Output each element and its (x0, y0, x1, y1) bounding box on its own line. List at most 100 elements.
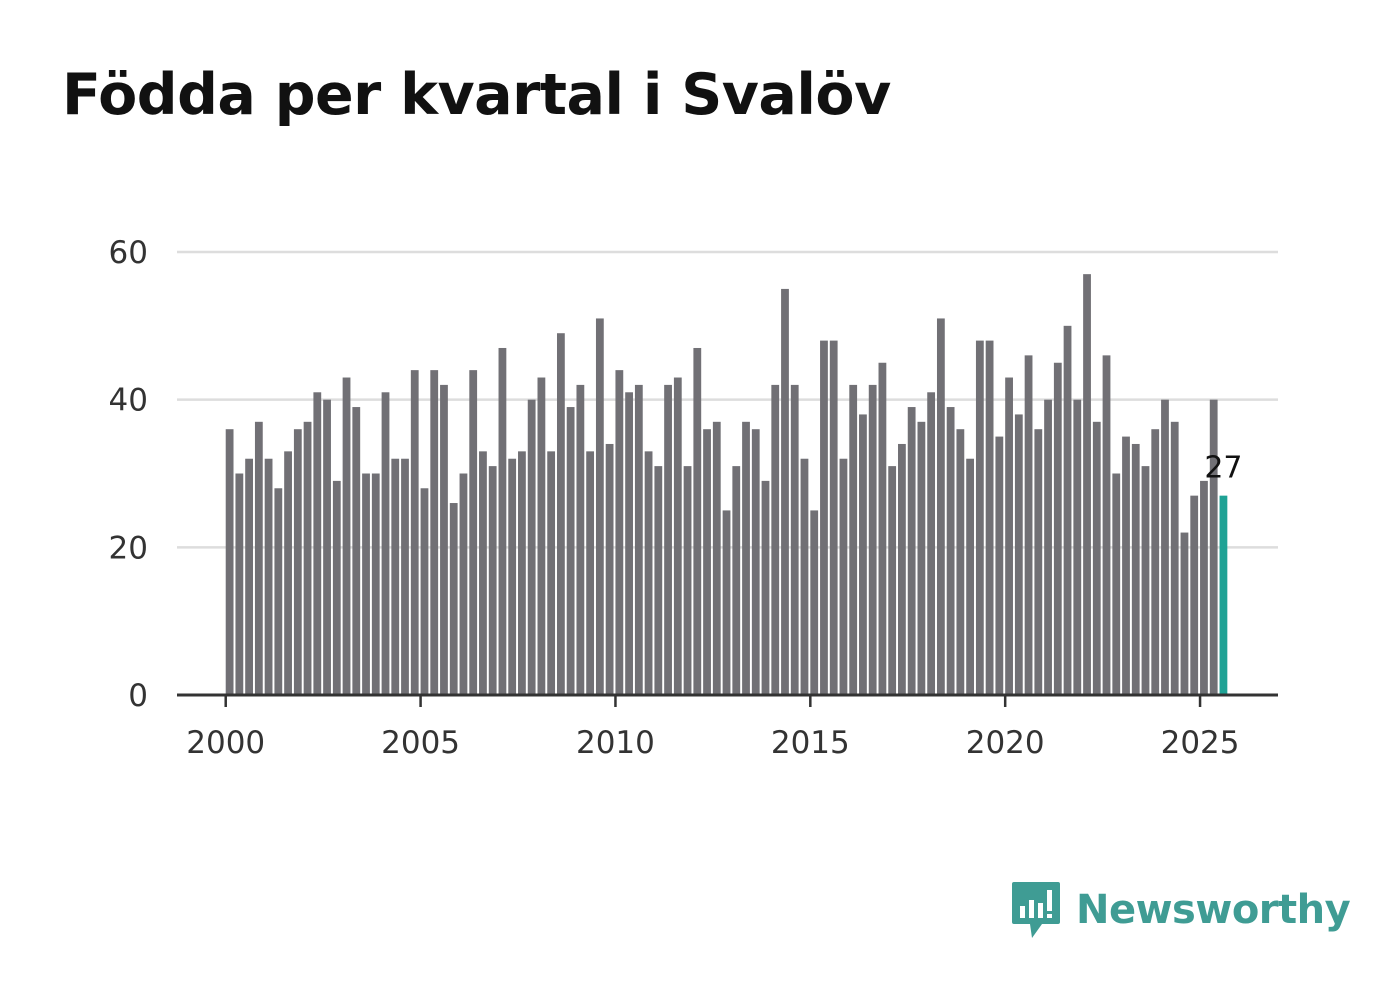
axes: 0 20 40 60 2000 2005 2010 2015 2020 2025 (109, 235, 1278, 761)
bar (742, 421, 750, 695)
bar (264, 458, 273, 695)
bar (625, 392, 633, 695)
last-value-label: 27 (1204, 451, 1242, 486)
bar (498, 347, 507, 695)
bar (1073, 399, 1082, 695)
x-tick-label: 2010 (576, 725, 655, 761)
bar (703, 429, 711, 695)
bar (381, 392, 390, 695)
y-tick-label: 20 (109, 530, 148, 566)
bar (401, 458, 409, 695)
bar (1170, 421, 1179, 695)
y-tick-label: 60 (109, 235, 148, 271)
bar (849, 384, 858, 695)
bar (1209, 399, 1218, 695)
bar (790, 384, 799, 695)
bar (449, 503, 458, 695)
bar (917, 421, 926, 695)
bar (956, 429, 965, 695)
bar (673, 377, 682, 695)
bar (518, 451, 526, 695)
bar (1200, 480, 1208, 695)
bar (284, 451, 292, 695)
bar (888, 466, 897, 695)
bar (313, 392, 322, 695)
bar (1024, 355, 1033, 695)
bar (771, 384, 780, 695)
bar (1180, 532, 1189, 695)
bar (820, 340, 828, 695)
bar (1005, 377, 1013, 695)
bar (1131, 443, 1140, 695)
newsworthy-brand: Newsworthy (1010, 878, 1351, 942)
bar (751, 429, 760, 695)
newsworthy-logo-icon (1012, 882, 1060, 938)
bar (975, 340, 984, 695)
bar (430, 370, 439, 695)
x-tick-label: 2015 (771, 725, 850, 761)
bar (391, 458, 400, 695)
x-tick-label: 2025 (1161, 725, 1240, 761)
bar (1141, 466, 1150, 695)
bar (1161, 399, 1169, 695)
bar (1053, 362, 1062, 695)
bar (936, 318, 945, 695)
bar (839, 458, 848, 695)
bar (1092, 421, 1101, 695)
bar (907, 407, 916, 695)
bar (254, 421, 263, 695)
bar (634, 384, 643, 695)
bar (566, 407, 575, 695)
bar (1151, 429, 1160, 695)
data-labels: 27 (1204, 451, 1242, 486)
bar (761, 480, 770, 695)
x-tick-label: 2000 (186, 725, 265, 761)
brand-name: Newsworthy (1076, 887, 1351, 933)
bar (810, 510, 819, 695)
bar (576, 384, 585, 695)
y-tick-label: 0 (128, 678, 148, 714)
bar (537, 377, 546, 695)
bar (586, 451, 595, 695)
bar (235, 473, 244, 695)
bar (644, 451, 653, 695)
x-tick-label: 2005 (381, 725, 460, 761)
bar (868, 384, 877, 695)
bar (712, 421, 721, 695)
bar (1014, 414, 1023, 695)
bar (1044, 399, 1052, 695)
bar (781, 288, 789, 695)
bar (878, 362, 887, 695)
bar (547, 451, 556, 695)
bar (410, 370, 419, 695)
bar (469, 370, 478, 695)
bar (479, 451, 487, 695)
bar (995, 436, 1004, 695)
bar (362, 473, 370, 695)
bar (946, 407, 955, 695)
bar (1190, 495, 1199, 695)
bar (1083, 274, 1091, 695)
bar (1063, 325, 1072, 695)
bar (440, 384, 448, 695)
bar (985, 340, 994, 695)
bar (459, 473, 468, 695)
bar (800, 458, 809, 695)
bar-highlight (1219, 495, 1228, 695)
bar (693, 347, 702, 695)
bar (342, 377, 351, 695)
x-tick-label: 2020 (966, 725, 1045, 761)
bar (615, 370, 624, 695)
bar (654, 466, 663, 695)
bar (1112, 473, 1121, 695)
bar (323, 399, 331, 695)
chart-title: Födda per kvartal i Svalöv (62, 62, 891, 128)
bar (595, 318, 604, 695)
y-tick-label: 40 (109, 383, 148, 419)
bar (722, 510, 731, 695)
bar (605, 443, 614, 695)
bar (274, 488, 283, 695)
bars (225, 274, 1228, 695)
bar (898, 443, 906, 695)
